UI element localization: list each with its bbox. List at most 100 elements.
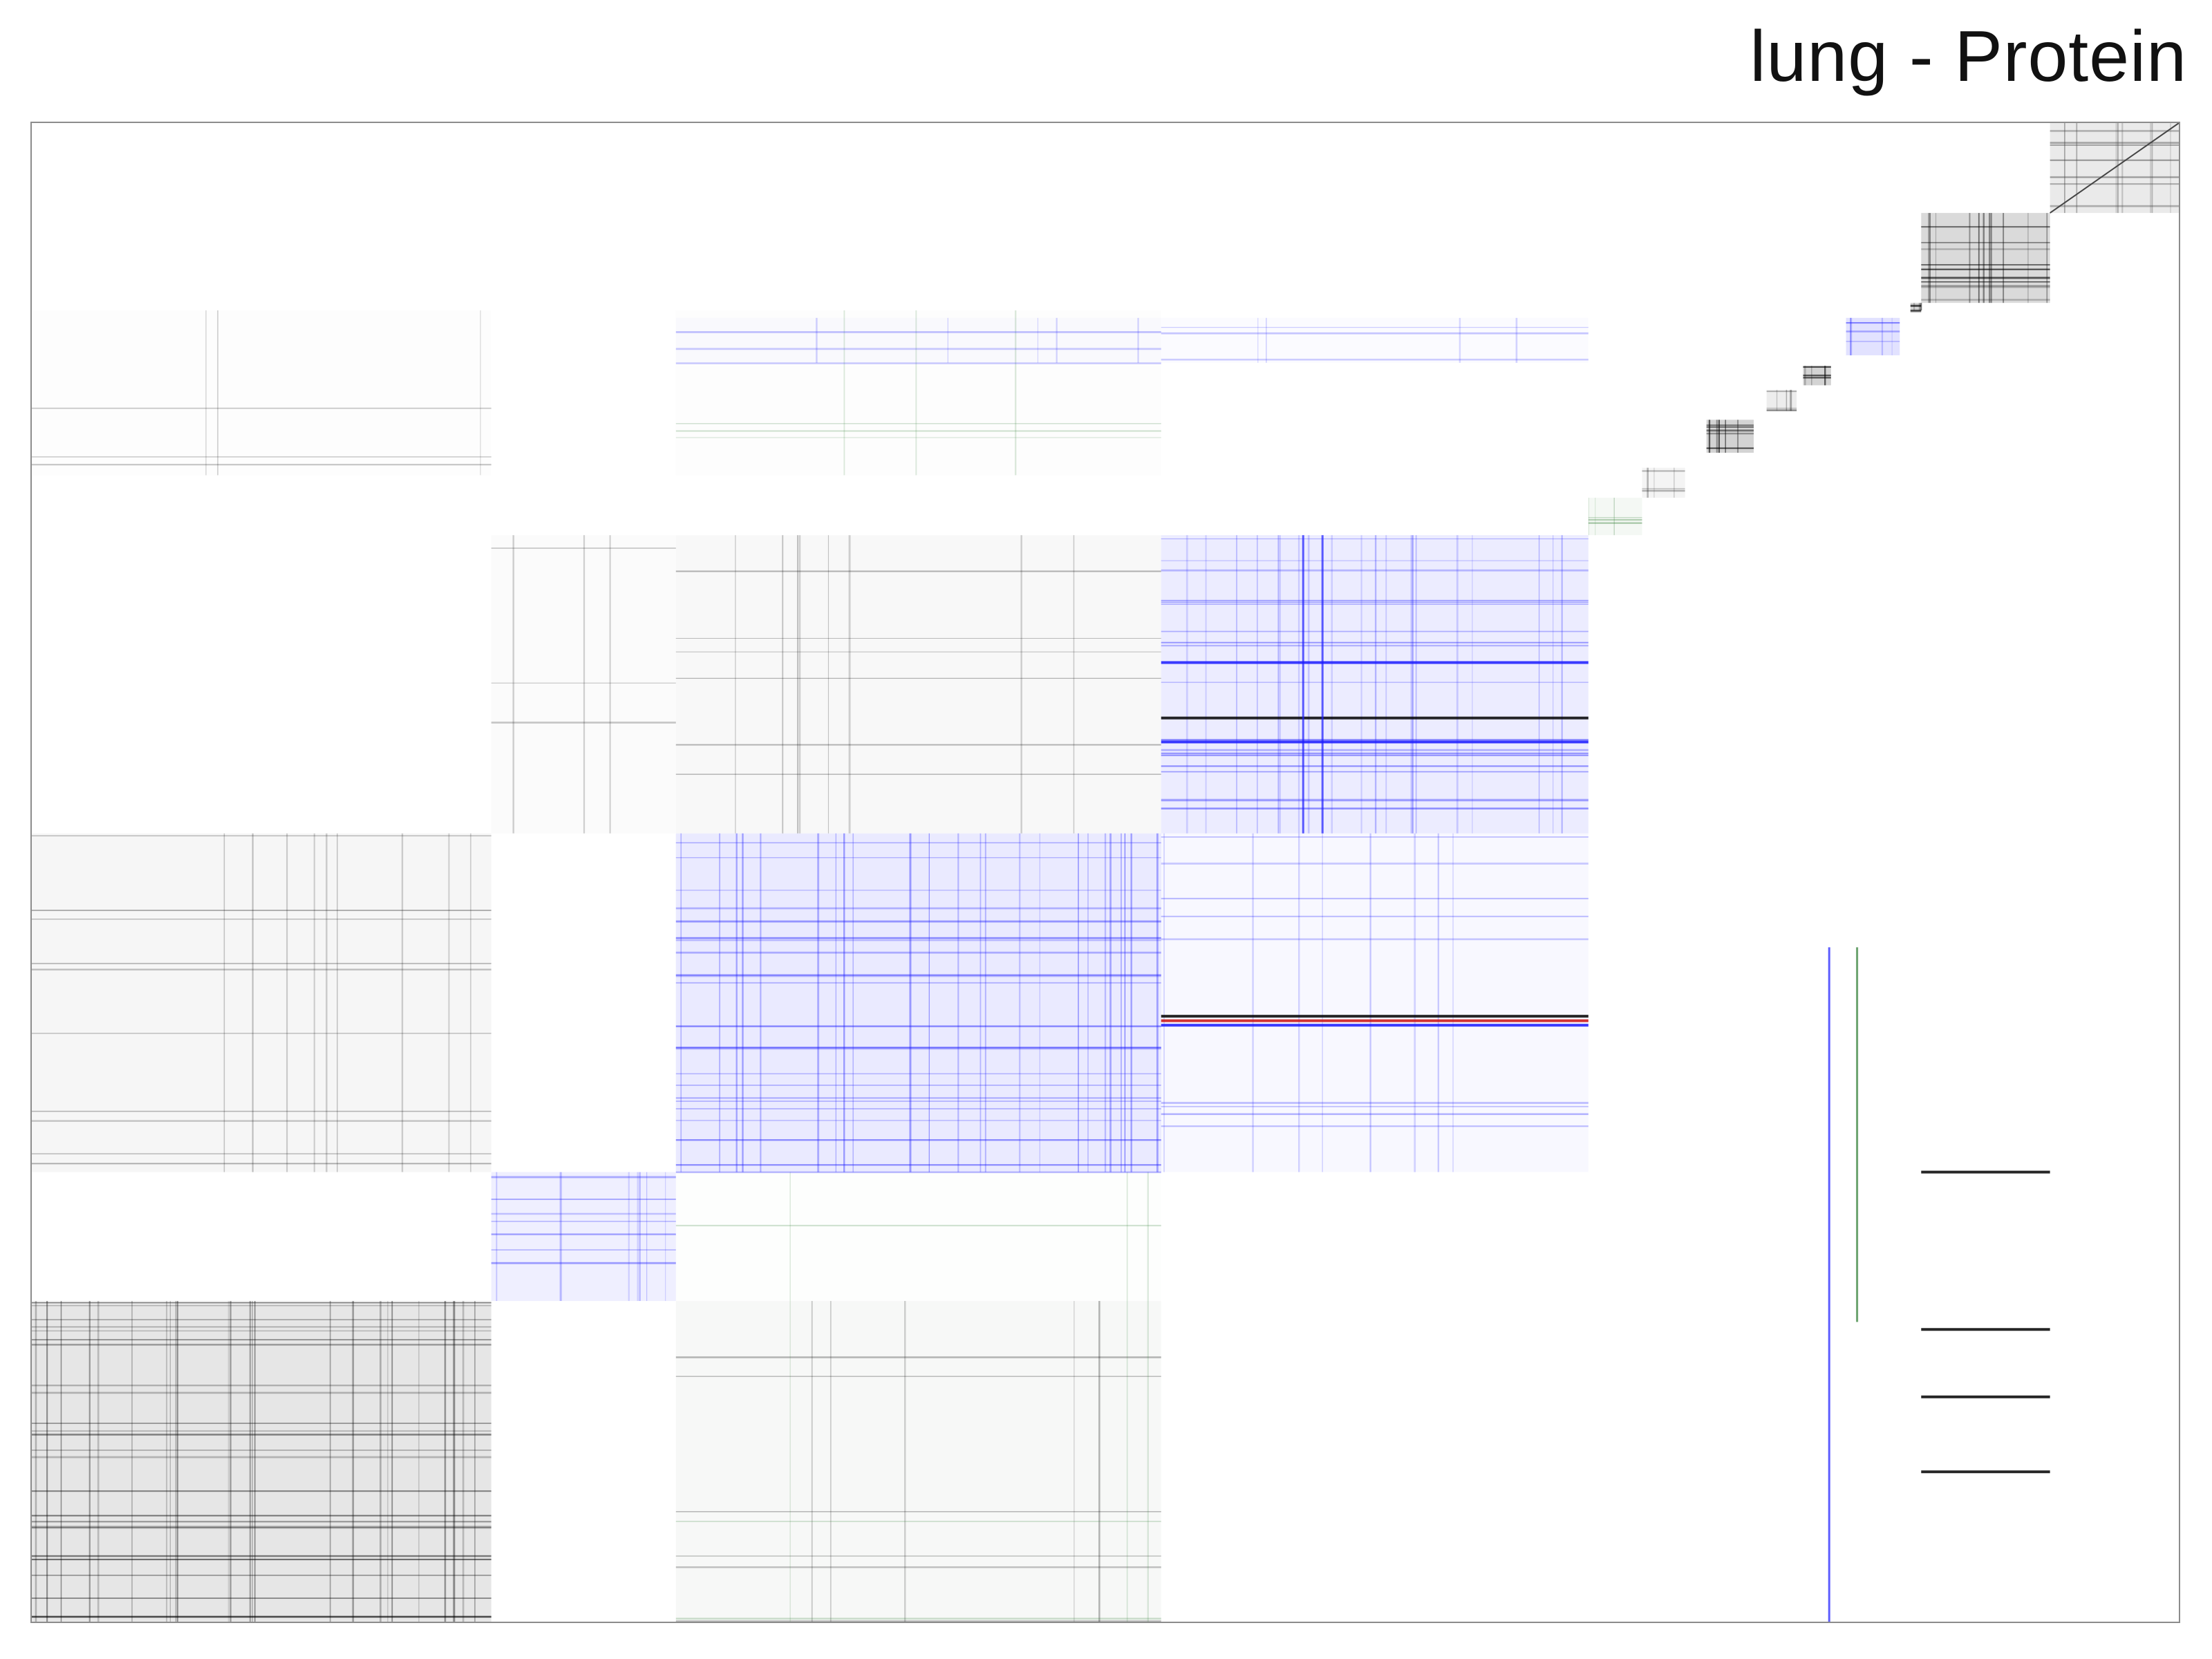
block-2-row-strip [491, 1233, 676, 1235]
block-4-col-strip [1385, 535, 1387, 834]
block-7-col-strip [1725, 420, 1727, 453]
off-2-col-strip [286, 833, 288, 1172]
block-3-col-strip [1077, 833, 1079, 1172]
block-10-row-strip [1846, 341, 1900, 342]
off-1-row-strip [675, 1566, 1161, 1568]
block-4-row-strip [1161, 765, 1588, 767]
block-1-col-strip [379, 1301, 382, 1622]
off-1-row-strip [675, 1511, 1161, 1512]
off-8-col-strip [1515, 317, 1518, 363]
block-3-row-strip [675, 1100, 1161, 1102]
block-5-fill [1588, 498, 1642, 536]
block-11-col-strip [1918, 303, 1920, 310]
heatmap-plot-area [30, 122, 2180, 1623]
block-2-row-strip [491, 1176, 676, 1179]
off-2-row-strip [32, 910, 491, 911]
block-10-row-strip [1846, 322, 1900, 324]
block-13-row-strip [2050, 205, 2179, 207]
block-4-row-strip [1161, 799, 1588, 802]
block-1-col-strip [166, 1301, 168, 1622]
block-11-col-strip [1920, 303, 1922, 310]
block-1-col-strip [418, 1301, 420, 1622]
block-1-row-strip [32, 1597, 491, 1600]
block-8 [1766, 389, 1797, 411]
block-1-row-strip [32, 1490, 491, 1492]
off-9-row-strip [491, 721, 676, 724]
block-12-col-strip [1988, 213, 1991, 303]
off-3-row-strip [1161, 1105, 1588, 1107]
block-4-row-strip [1161, 641, 1588, 644]
block-12-col-strip [1969, 213, 1971, 303]
off-1-col-strip [903, 1301, 906, 1622]
block-9-col-strip [1811, 366, 1812, 386]
off-3-row-strip [1161, 915, 1588, 917]
block-3-col-strip [719, 833, 721, 1172]
block-2-col-strip [646, 1172, 648, 1302]
off-6-col-strip [217, 310, 218, 476]
off-3-row-strip [1161, 897, 1588, 900]
block-13-col-strip [2150, 123, 2151, 214]
off-6 [32, 310, 491, 476]
block-13-col-strip [2121, 123, 2124, 214]
block-12-row-strip [1921, 285, 2050, 287]
block-2-row-strip [491, 1249, 676, 1250]
block-5-col-strip [1588, 498, 1589, 536]
off-9-col-strip [583, 535, 585, 834]
block-3-col-strip [680, 833, 682, 1172]
off-4-col-strip [1073, 535, 1075, 834]
off-2-row-strip [32, 962, 491, 964]
heatmap-svg [32, 123, 2179, 1622]
off-3-col-strip [1414, 833, 1416, 1172]
off-3-row-strip [1161, 836, 1588, 838]
off-5-col-strip [843, 310, 845, 476]
block-10-col-strip [1850, 317, 1853, 356]
block-3-row-strip [675, 1047, 1161, 1050]
block-8-row-strip [1766, 409, 1797, 411]
off-4-fill [676, 535, 1161, 833]
block-12-row-strip [1921, 226, 2050, 228]
block-5 [1588, 498, 1642, 536]
off-3-col-strip [1369, 833, 1371, 1172]
off-8-col-strip [1266, 317, 1267, 363]
row-2 [1161, 1019, 1588, 1022]
col-4 [1856, 947, 1859, 1322]
block-11-col-strip [1913, 303, 1915, 310]
block-2-col-strip [664, 1172, 666, 1302]
block-4-col-strip [1412, 535, 1414, 834]
block-1-col-strip [474, 1301, 476, 1622]
off-8 [1161, 317, 1588, 363]
block-3-row-strip [675, 1164, 1161, 1166]
block-7-col-strip [1716, 420, 1718, 453]
off-10-row-strip [675, 1521, 1161, 1522]
off-10-col-strip [789, 1172, 791, 1622]
block-2-col-strip [496, 1172, 498, 1302]
block-1-row-strip [32, 1391, 491, 1394]
block-4-col-strip [1297, 535, 1300, 834]
off-1-row-strip [675, 1620, 1161, 1622]
block-2-col-strip [637, 1172, 639, 1302]
off-1-row-strip [675, 1356, 1161, 1358]
col-3 [1828, 947, 1830, 1622]
off-2-row-strip [32, 835, 491, 836]
block-3-row-strip [675, 857, 1161, 859]
off-4-col-strip [782, 535, 784, 834]
block-4-col-strip [1185, 535, 1188, 834]
block-1-row-strip [32, 1555, 491, 1557]
block-12-row-strip [1921, 285, 2050, 288]
block-3-row-strip [675, 1108, 1161, 1109]
block-8-fill [1766, 389, 1797, 411]
block-13-col-strip [2151, 123, 2153, 214]
block-3-row-strip [675, 1120, 1161, 1121]
off-2 [32, 833, 491, 1172]
block-12-col-strip [1928, 213, 1929, 303]
block-5-row-strip [1588, 518, 1642, 521]
block-6-row-strip [1642, 489, 1685, 492]
block-1-col-strip [169, 1301, 171, 1622]
block-1-col-strip [445, 1301, 447, 1622]
off-10-col-strip [1147, 1172, 1149, 1622]
off-4-col-strip [1020, 535, 1022, 834]
block-2-row-strip [491, 1262, 676, 1264]
block-10-col-strip [1891, 317, 1893, 356]
off-10-fill [676, 1172, 1161, 1622]
block-6-row-strip [1642, 488, 1685, 489]
